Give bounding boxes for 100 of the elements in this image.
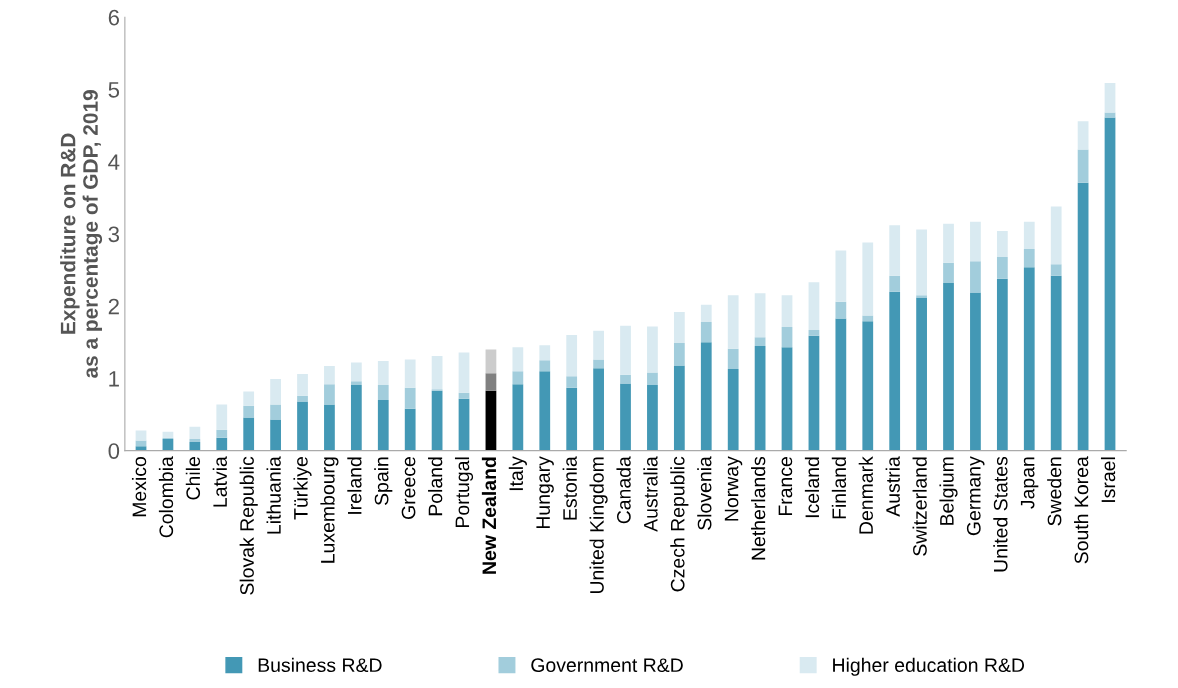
bar (404, 387, 416, 409)
x-tick-label: Poland (428, 457, 443, 516)
y-tick-label: 3 (108, 226, 120, 243)
bar (566, 376, 578, 388)
x-tick-label: Israel (1100, 457, 1116, 502)
bar (243, 417, 255, 451)
x-tick-label: Hungary (536, 456, 554, 529)
x-tick-label: South Korea (1074, 456, 1089, 564)
bar (243, 391, 255, 406)
bar (673, 311, 685, 343)
x-tick-label: Spain (374, 457, 393, 506)
bar (781, 347, 793, 451)
bar (350, 381, 362, 385)
bar (485, 373, 497, 391)
x-tick-label: Czech Republic (670, 456, 689, 592)
x-tick-label: Belgium (939, 457, 958, 525)
bar (350, 362, 362, 382)
bar (673, 343, 685, 366)
x-tick-label: Australia (643, 456, 658, 532)
bar (324, 404, 335, 451)
x-tick-label: Japan (1020, 457, 1039, 509)
x-tick-label: Greece (401, 457, 416, 519)
bar (673, 365, 685, 451)
bar (889, 275, 901, 292)
bar (620, 325, 631, 375)
legend-label: Government R&D (531, 658, 683, 673)
bar (270, 379, 281, 405)
bar (996, 257, 1008, 279)
bar (916, 295, 927, 298)
x-tick-label: Netherlands (751, 456, 766, 560)
bar (377, 384, 389, 401)
x-tick-label: Norway (724, 456, 743, 521)
bar (162, 431, 174, 438)
legend-label: Business R&D (258, 657, 382, 673)
x-tick-label: Chile (185, 457, 201, 500)
bar (270, 419, 281, 451)
bar (996, 231, 1008, 258)
y-tick-label: 4 (108, 154, 120, 170)
y-tick-label: 2 (108, 298, 119, 315)
bar (754, 345, 766, 451)
bar (700, 304, 712, 323)
bar (620, 374, 631, 384)
bar (539, 345, 551, 361)
bar (727, 295, 739, 349)
bar (189, 426, 201, 440)
x-tick-label: Ireland (347, 457, 362, 514)
bar (647, 372, 658, 385)
bar (566, 335, 578, 377)
bar (647, 326, 658, 373)
bar (970, 221, 981, 262)
bar (1104, 82, 1116, 113)
bar (297, 374, 308, 396)
bar (216, 429, 228, 438)
bar (189, 439, 201, 442)
bar (485, 390, 497, 451)
bar (781, 295, 793, 328)
x-tick-label: New Zealand (481, 457, 497, 574)
bar (270, 404, 281, 420)
bar (727, 348, 739, 370)
bar (996, 278, 1008, 451)
x-tick-label: Switzerland (912, 457, 927, 556)
bar (1104, 112, 1116, 118)
bar (943, 283, 954, 451)
bar (539, 371, 551, 451)
y-tick-label: 6 (108, 9, 120, 26)
x-tick-label: Portugal (454, 457, 474, 528)
bar (916, 229, 927, 296)
x-tick-label: Austria (885, 456, 900, 517)
y-tick-label: 0 (108, 443, 120, 459)
x-tick-label: Finland (831, 457, 847, 519)
x-tick-label: Lithuania (266, 456, 281, 534)
bar (512, 371, 524, 385)
bar (350, 384, 362, 451)
bar (647, 384, 658, 451)
bar (970, 261, 981, 293)
x-tick-label: Mexico (131, 457, 147, 517)
bar (916, 297, 927, 451)
bar (700, 342, 712, 451)
bar (458, 352, 470, 393)
x-tick-label: United Kingdom (589, 457, 608, 594)
y-tick-label: 1 (109, 371, 119, 387)
bar (593, 359, 604, 369)
bar (458, 392, 470, 399)
bar (324, 366, 335, 385)
bar (1077, 182, 1089, 451)
bar (1023, 249, 1035, 268)
bar (324, 384, 335, 405)
x-tick-label: Luxembourg (320, 457, 339, 563)
bar (404, 359, 416, 388)
bar (943, 223, 954, 263)
bar (1050, 206, 1062, 265)
bar (727, 369, 739, 451)
x-tick-label: Canada (616, 456, 631, 524)
bar (1023, 221, 1035, 250)
bar (458, 398, 470, 451)
bar (835, 250, 847, 302)
bar (512, 347, 524, 372)
x-tick-label: Denmark (858, 456, 873, 534)
bar (1104, 117, 1116, 451)
bar (1077, 121, 1089, 150)
